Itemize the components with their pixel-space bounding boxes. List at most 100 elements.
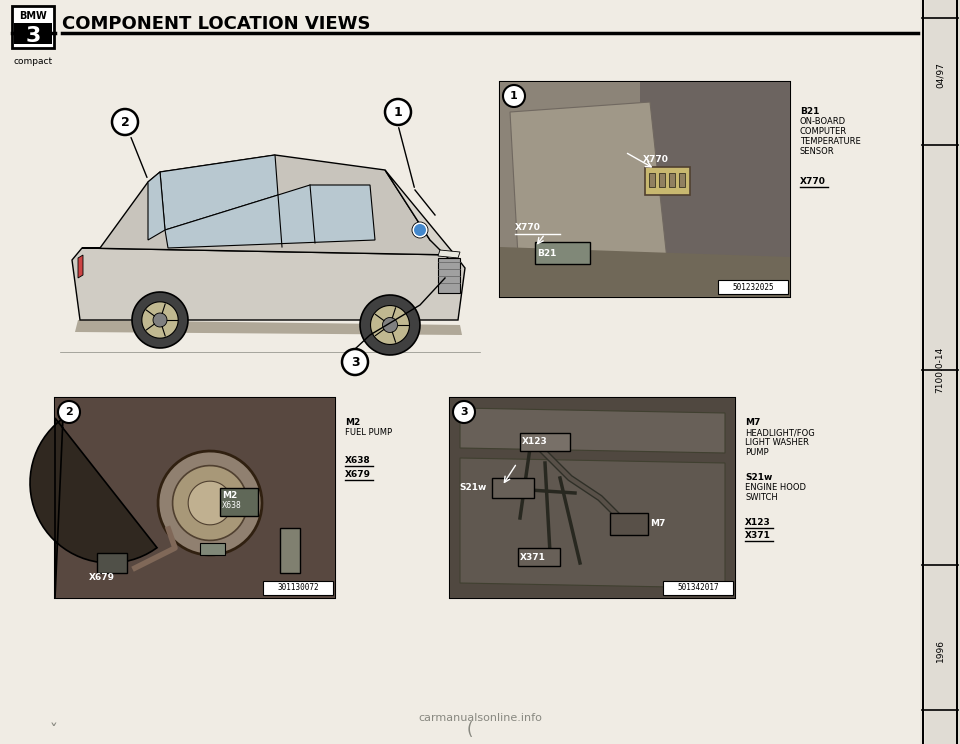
Polygon shape bbox=[360, 295, 420, 355]
Bar bbox=[520, 433, 570, 451]
Text: X123: X123 bbox=[745, 518, 771, 527]
Bar bbox=[956, 0, 958, 744]
Text: X770: X770 bbox=[800, 177, 826, 186]
Circle shape bbox=[58, 401, 80, 423]
Text: X679: X679 bbox=[89, 574, 115, 583]
Text: M2: M2 bbox=[345, 418, 360, 427]
Polygon shape bbox=[510, 102, 670, 292]
Text: 3: 3 bbox=[350, 356, 359, 368]
Bar bbox=[922, 0, 924, 744]
Text: S21w: S21w bbox=[745, 473, 773, 482]
Polygon shape bbox=[173, 466, 248, 540]
Bar bbox=[55, 398, 335, 598]
Polygon shape bbox=[158, 451, 262, 555]
Bar bbox=[679, 173, 685, 187]
Bar bbox=[518, 548, 560, 566]
Text: 301130072: 301130072 bbox=[277, 583, 319, 592]
Polygon shape bbox=[382, 318, 397, 333]
Bar bbox=[263, 581, 333, 595]
Text: X638: X638 bbox=[222, 501, 242, 510]
Polygon shape bbox=[500, 82, 790, 297]
Text: 3: 3 bbox=[25, 26, 40, 46]
Bar bbox=[438, 258, 460, 293]
Text: X770: X770 bbox=[515, 222, 540, 231]
Circle shape bbox=[414, 224, 426, 236]
Text: 2: 2 bbox=[65, 407, 73, 417]
Text: S21w: S21w bbox=[460, 484, 487, 493]
Text: 04/97: 04/97 bbox=[935, 62, 945, 88]
Polygon shape bbox=[132, 292, 188, 348]
Text: LIGHT WASHER: LIGHT WASHER bbox=[745, 438, 809, 447]
Text: COMPONENT LOCATION VIEWS: COMPONENT LOCATION VIEWS bbox=[62, 15, 371, 33]
Text: 501232025: 501232025 bbox=[732, 283, 774, 292]
Text: X123: X123 bbox=[522, 437, 548, 446]
Text: COMPUTER: COMPUTER bbox=[800, 127, 847, 136]
Bar bbox=[280, 528, 300, 573]
Text: M7: M7 bbox=[650, 519, 665, 528]
Text: FUEL PUMP: FUEL PUMP bbox=[345, 428, 392, 437]
Polygon shape bbox=[165, 185, 375, 248]
Polygon shape bbox=[371, 306, 410, 344]
Text: X371: X371 bbox=[745, 531, 771, 540]
Circle shape bbox=[412, 222, 428, 238]
Circle shape bbox=[385, 99, 411, 125]
Bar bbox=[200, 543, 225, 555]
Text: PUMP: PUMP bbox=[745, 448, 769, 457]
Polygon shape bbox=[72, 248, 465, 320]
Polygon shape bbox=[75, 320, 462, 335]
Text: M7: M7 bbox=[745, 418, 760, 427]
Polygon shape bbox=[55, 398, 335, 598]
Text: 1996: 1996 bbox=[935, 638, 945, 661]
Bar bbox=[925, 0, 960, 744]
Text: BMW: BMW bbox=[19, 11, 47, 21]
Text: HEADLIGHT/FOG: HEADLIGHT/FOG bbox=[745, 428, 815, 437]
Polygon shape bbox=[438, 250, 460, 258]
Text: 1: 1 bbox=[510, 91, 517, 101]
Text: TEMPERATURE: TEMPERATURE bbox=[800, 137, 861, 146]
Polygon shape bbox=[460, 408, 725, 453]
Polygon shape bbox=[385, 170, 458, 268]
Polygon shape bbox=[153, 313, 167, 327]
Bar bbox=[718, 280, 788, 294]
Polygon shape bbox=[30, 418, 157, 598]
Text: 3: 3 bbox=[460, 407, 468, 417]
Polygon shape bbox=[160, 155, 278, 230]
Text: B21: B21 bbox=[800, 107, 820, 116]
Text: B21: B21 bbox=[537, 248, 557, 257]
Circle shape bbox=[112, 109, 138, 135]
Text: 7100.0-14: 7100.0-14 bbox=[935, 347, 945, 393]
Text: M2: M2 bbox=[222, 492, 237, 501]
Text: $\mathsf{\check{\ }}$: $\mathsf{\check{\ }}$ bbox=[51, 721, 60, 739]
Bar bbox=[649, 173, 655, 187]
Bar bbox=[492, 478, 534, 498]
Bar bbox=[450, 398, 735, 598]
Polygon shape bbox=[500, 247, 790, 297]
Bar bbox=[12, 6, 54, 48]
Text: ENGINE HOOD: ENGINE HOOD bbox=[745, 483, 806, 492]
Text: compact: compact bbox=[13, 57, 53, 66]
Text: 1: 1 bbox=[394, 106, 402, 118]
Circle shape bbox=[503, 85, 525, 107]
Polygon shape bbox=[148, 172, 165, 240]
Polygon shape bbox=[188, 481, 232, 525]
Bar bbox=[14, 23, 52, 44]
Polygon shape bbox=[450, 398, 735, 598]
Text: 501342017: 501342017 bbox=[677, 583, 719, 592]
Text: carmanualsonline.info: carmanualsonline.info bbox=[418, 713, 542, 723]
Bar bbox=[535, 242, 590, 264]
Text: X679: X679 bbox=[345, 470, 371, 479]
Text: SENSOR: SENSOR bbox=[800, 147, 834, 156]
Bar bbox=[659, 173, 665, 187]
Circle shape bbox=[342, 349, 368, 375]
Text: (: ( bbox=[467, 721, 473, 739]
Circle shape bbox=[453, 401, 475, 423]
Bar bbox=[663, 581, 733, 595]
Text: X638: X638 bbox=[345, 456, 371, 465]
Bar bbox=[97, 553, 127, 573]
Polygon shape bbox=[460, 458, 725, 588]
Bar bbox=[669, 173, 675, 187]
Text: X770: X770 bbox=[643, 155, 669, 164]
Bar bbox=[220, 488, 258, 516]
Text: 2: 2 bbox=[121, 115, 130, 129]
Text: X371: X371 bbox=[520, 553, 546, 562]
